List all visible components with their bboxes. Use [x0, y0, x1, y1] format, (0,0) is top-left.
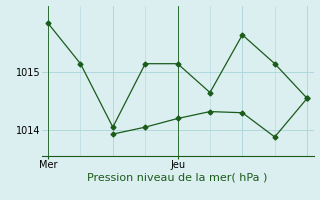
X-axis label: Pression niveau de la mer( hPa ): Pression niveau de la mer( hPa ) — [87, 173, 268, 183]
